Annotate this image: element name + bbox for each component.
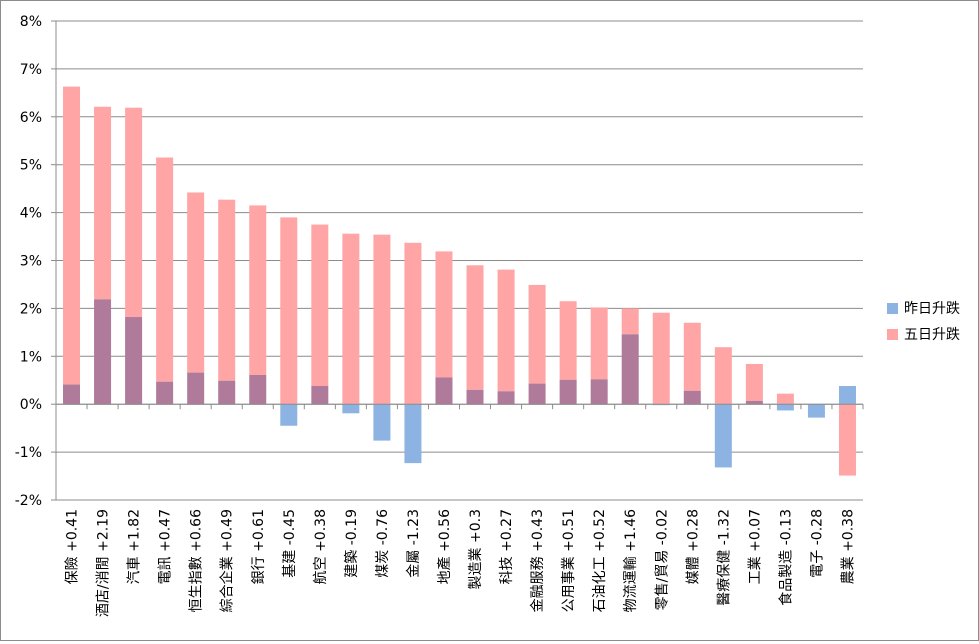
bar-series-2 xyxy=(187,192,205,373)
bar-series-2 xyxy=(156,157,174,382)
bar-series-2 xyxy=(280,217,298,405)
x-tick-label: 金屬 -1.23 xyxy=(406,509,422,578)
y-tick-label: -2% xyxy=(15,493,42,509)
y-tick-label: 7% xyxy=(20,62,42,78)
x-tick-label: 物流運輸 +1.46 xyxy=(623,509,639,612)
x-tick-label: 石油化工 +0.52 xyxy=(592,509,608,612)
bar-series-2 xyxy=(745,363,763,401)
legend-item-series-1: 昨日升跌 xyxy=(887,295,960,321)
x-tick-label: 地產 +0.56 xyxy=(436,509,453,584)
x-tick-label: 金融服務 +0.43 xyxy=(530,509,546,612)
bar-series-2 xyxy=(652,312,670,405)
x-tick-label: 農業 +0.38 xyxy=(840,509,856,584)
bar-series-1 xyxy=(342,404,360,414)
bar-series-2 xyxy=(94,106,112,300)
bar-series-1 xyxy=(404,404,422,464)
x-tick-label: 工業 +0.07 xyxy=(747,509,763,584)
bar-overlap xyxy=(683,390,701,405)
bar-overlap xyxy=(466,389,484,405)
y-tick-label: 2% xyxy=(20,301,42,317)
y-tick-label: 5% xyxy=(20,158,42,174)
x-tick-label: 醫療保健 -1.32 xyxy=(715,509,732,606)
bar-series-1 xyxy=(714,404,732,468)
bar-overlap xyxy=(249,374,267,405)
bar-series-1 xyxy=(838,385,856,405)
bar-overlap xyxy=(435,377,453,405)
bar-overlap xyxy=(559,379,577,405)
x-tick-label: 電子 -0.28 xyxy=(809,509,825,578)
bar-overlap xyxy=(311,385,329,405)
bar-series-2 xyxy=(466,265,484,390)
bar-series-2 xyxy=(311,224,329,386)
bar-series-2 xyxy=(776,393,794,405)
bar-overlap xyxy=(218,380,236,405)
x-tick-label: 酒店/消閒 +2.19 xyxy=(96,509,112,617)
legend-item-series-2: 五日升跌 xyxy=(887,321,960,347)
bar-series-2 xyxy=(125,107,143,318)
bar-overlap xyxy=(621,334,639,405)
x-tick-label: 媒體 +0.28 xyxy=(685,509,701,584)
y-tick-label: 0% xyxy=(20,397,42,413)
x-tick-label: 建築 -0.19 xyxy=(344,509,360,578)
bar-series-1 xyxy=(373,404,391,441)
bar-series-2 xyxy=(373,234,391,405)
bar-series-2 xyxy=(404,242,422,405)
bar-overlap xyxy=(745,400,763,405)
x-tick-label: 保險 +0.41 xyxy=(65,509,81,584)
x-tick-label: 煤炭 -0.76 xyxy=(375,509,391,578)
x-tick-label: 銀行 +0.61 xyxy=(251,509,267,584)
legend: 昨日升跌 五日升跌 xyxy=(887,295,960,347)
x-tick-label: 恒生指數 +0.66 xyxy=(189,509,205,612)
y-tick-label: 6% xyxy=(20,110,42,126)
bar-series-1 xyxy=(807,404,825,418)
bar-series-2 xyxy=(218,199,236,381)
bar-overlap xyxy=(528,383,546,405)
bar-overlap xyxy=(63,384,81,405)
bar-series-2 xyxy=(590,307,608,380)
legend-swatch-series-2 xyxy=(887,328,898,340)
bar-series-1 xyxy=(776,404,794,411)
bar-series-2 xyxy=(621,308,639,335)
bar-overlap xyxy=(125,317,143,405)
bar-series-2 xyxy=(528,284,546,384)
y-tick-label: -1% xyxy=(15,445,42,461)
x-tick-label: 公用事業 +0.51 xyxy=(561,509,577,612)
bar-overlap xyxy=(497,391,515,405)
x-tick-label: 綜合企業 +0.49 xyxy=(219,509,236,612)
bar-series-2 xyxy=(838,404,856,476)
bar-series-2 xyxy=(249,205,267,375)
bar-series-2 xyxy=(435,251,453,378)
bar-overlap xyxy=(590,379,608,405)
x-tick-label: 零售/貿易 -0.02 xyxy=(654,509,670,610)
x-tick-label: 基建 -0.45 xyxy=(281,509,298,578)
x-tick-label: 製造業 +0.3 xyxy=(468,509,484,589)
y-tick-label: 4% xyxy=(20,206,42,222)
bar-overlap xyxy=(187,372,205,405)
legend-label-series-2: 五日升跌 xyxy=(904,327,960,343)
x-tick-label: 汽車 +1.82 xyxy=(126,509,143,584)
bar-series-2 xyxy=(714,347,732,405)
y-tick-label: 1% xyxy=(20,349,42,365)
bar-series-2 xyxy=(497,269,515,392)
legend-swatch-series-1 xyxy=(887,302,898,314)
bar-overlap xyxy=(94,299,112,405)
bar-overlap xyxy=(156,381,174,405)
bar-series-2 xyxy=(683,322,701,391)
bar-series-1 xyxy=(280,404,298,426)
legend-label-series-1: 昨日升跌 xyxy=(904,301,960,317)
x-tick-label: 食品製造 -0.13 xyxy=(777,509,794,606)
x-tick-label: 電訊 +0.47 xyxy=(158,509,174,584)
y-tick-label: 3% xyxy=(20,254,42,270)
x-tick-label: 科技 +0.27 xyxy=(499,509,515,584)
bar-series-2 xyxy=(63,86,81,385)
x-tick-label: 航空 +0.38 xyxy=(313,509,329,584)
bar-series-2 xyxy=(559,301,577,380)
y-tick-label: 8% xyxy=(20,14,42,30)
bar-series-2 xyxy=(342,233,360,405)
